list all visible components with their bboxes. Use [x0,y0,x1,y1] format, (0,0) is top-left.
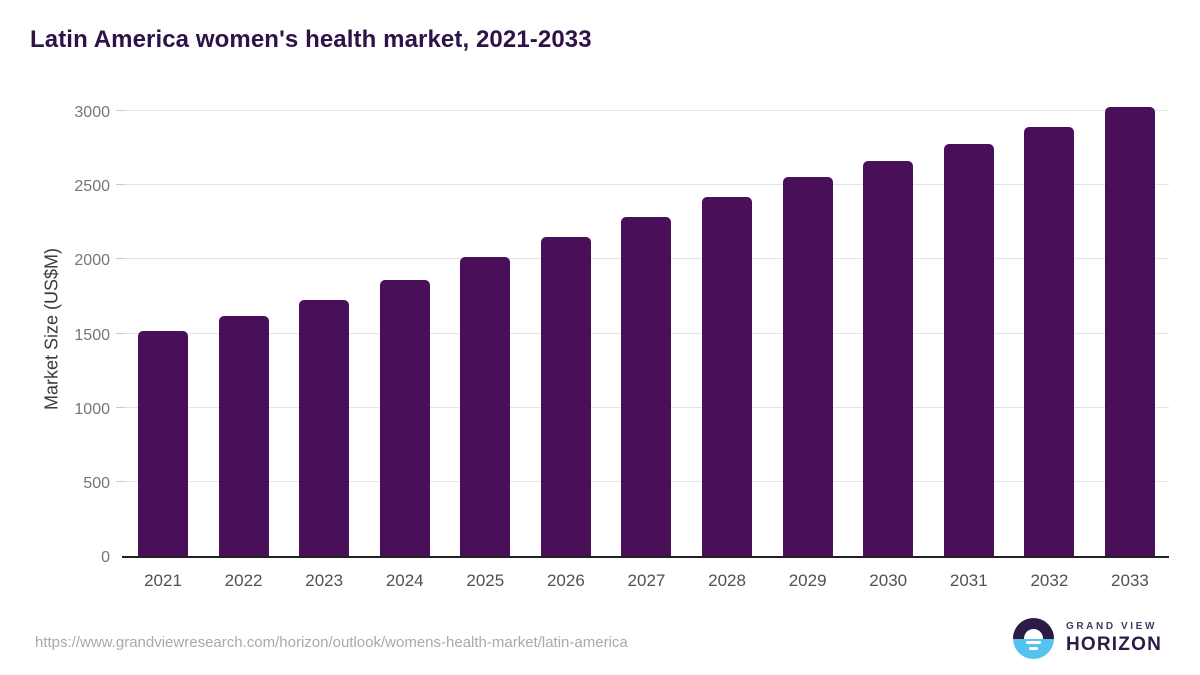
chart-title: Latin America women's health market, 202… [30,26,592,53]
x-tick-label: 2022 [224,571,263,590]
grandview-horizon-logo: GRAND VIEW HORIZON [1012,618,1162,659]
bar-2032 [1024,127,1075,556]
bar-2023 [299,300,350,556]
sun-shape [1023,628,1043,639]
source-url: https://www.grandviewresearch.com/horizo… [35,634,628,651]
x-tick-label: 2031 [949,571,988,590]
x-tick-label: 2024 [385,571,424,590]
x-tick-label: 2029 [788,571,827,590]
y-tick-label: 500 [83,474,110,492]
bar-2028 [702,197,753,556]
y-tick-label: 3000 [74,104,110,121]
bar-2025 [460,257,511,556]
footer: https://www.grandviewresearch.com/horizo… [0,610,1200,675]
x-tick-label: 2027 [627,571,666,590]
x-tick-label: 2023 [305,571,344,590]
y-tick-mark [116,110,125,111]
gridline [116,184,1169,186]
bar-2026 [540,237,591,556]
y-tick-label: 1000 [74,400,110,418]
sun-reflection-line [1025,641,1041,644]
x-tick-label: 2026 [546,571,585,590]
logo-sky-half [1012,618,1054,639]
bar-2029 [782,177,833,556]
y-tick-mark [116,258,125,260]
bar-2022 [218,316,269,556]
bar-2021 [138,330,188,556]
y-tick-mark [116,406,125,408]
x-tick-label: 2021 [144,571,182,590]
x-tick-label: 2028 [708,571,746,590]
y-tick-label: 1500 [74,326,110,344]
y-tick-mark [116,480,125,482]
logo-product-name: HORIZON [1065,634,1162,655]
logo-text: GRAND VIEW HORIZON [1066,621,1162,656]
y-tick-label: 2000 [74,252,110,270]
x-tick-label: 2030 [869,571,908,590]
y-tick-mark [116,184,125,186]
bar-2027 [621,217,672,556]
bar-2024 [379,280,430,556]
y-tick-mark [116,332,125,334]
bar-2033 [1104,107,1155,556]
horizon-sun-icon [1012,618,1054,659]
gridline [116,110,1169,111]
x-tick-label: 2025 [466,571,505,590]
sun-reflection-line [1028,647,1038,650]
x-tick-label: 2032 [1030,571,1069,590]
bar-chart: Market Size (US$M) 2021 2022 2023 2024 2025 2… [42,100,1169,590]
plot-area: 2021 2022 2023 2024 2025 2026 2027 2028 2029 2030… [116,100,1169,590]
y-tick-label: 2500 [74,178,110,196]
y-tick-label: 0 [101,549,110,566]
x-tick-label: 2033 [1111,571,1149,590]
bar-2031 [943,143,994,556]
logo-brand-name: GRAND VIEW [1065,621,1157,632]
bar-2030 [863,160,914,556]
